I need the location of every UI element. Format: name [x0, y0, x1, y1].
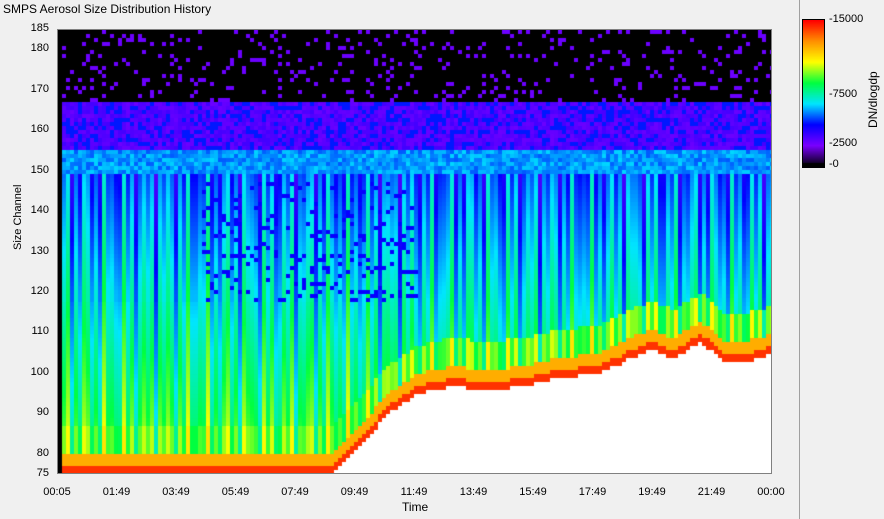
- y-tick-label: 180: [30, 42, 49, 55]
- colorbar: [802, 19, 825, 168]
- y-tick-label: 75: [36, 467, 49, 479]
- colorbar-tick-label: -0: [829, 158, 839, 170]
- x-tick-label: 11:49: [400, 486, 428, 498]
- heatmap-canvas: [58, 30, 771, 473]
- x-tick-label: 09:49: [340, 486, 369, 498]
- y-tick-label: 140: [30, 204, 49, 217]
- heatmap-plot-area[interactable]: [57, 29, 772, 474]
- x-tick-label: 15:49: [519, 486, 547, 498]
- y-tick-label: 160: [30, 123, 49, 136]
- colorbar-tick-label: -15000: [829, 13, 864, 25]
- x-tick-label: 05:49: [221, 486, 250, 498]
- x-tick-label: 01:49: [102, 486, 131, 498]
- y-tick-label: 110: [31, 325, 49, 338]
- colorbar-label: DN/dlogdp: [866, 71, 880, 128]
- x-tick-label: 00:05: [43, 486, 71, 498]
- y-axis-label: Size Channel: [12, 184, 24, 250]
- x-tick-label: 07:49: [281, 486, 309, 498]
- chart-title: SMPS Aerosol Size Distribution History: [3, 2, 212, 16]
- y-tick-label: 100: [30, 365, 49, 378]
- x-tick-label: 19:49: [638, 486, 666, 498]
- x-tick-label: 17:49: [578, 486, 607, 498]
- x-axis-label: Time: [402, 500, 429, 514]
- y-tick-label: 185: [30, 22, 49, 34]
- x-tick-label: 00:00: [757, 486, 785, 498]
- x-tick-label: 13:49: [459, 486, 488, 498]
- colorbar-tick-label: -7500: [829, 87, 858, 100]
- x-tick-label: 03:49: [162, 486, 190, 498]
- y-tick-label: 90: [36, 406, 49, 419]
- y-tick-label: 80: [36, 446, 49, 459]
- y-tick-label: 150: [30, 163, 49, 176]
- colorbar-gradient: [803, 20, 824, 167]
- chart-panel: SMPS Aerosol Size Distribution History S…: [3, 0, 800, 519]
- y-tick-label: 130: [30, 244, 49, 257]
- y-tick-label: 120: [30, 284, 49, 297]
- colorbar-tick-label: -2500: [829, 137, 858, 150]
- y-tick-label: 170: [30, 82, 49, 95]
- x-tick-label: 21:49: [697, 486, 726, 498]
